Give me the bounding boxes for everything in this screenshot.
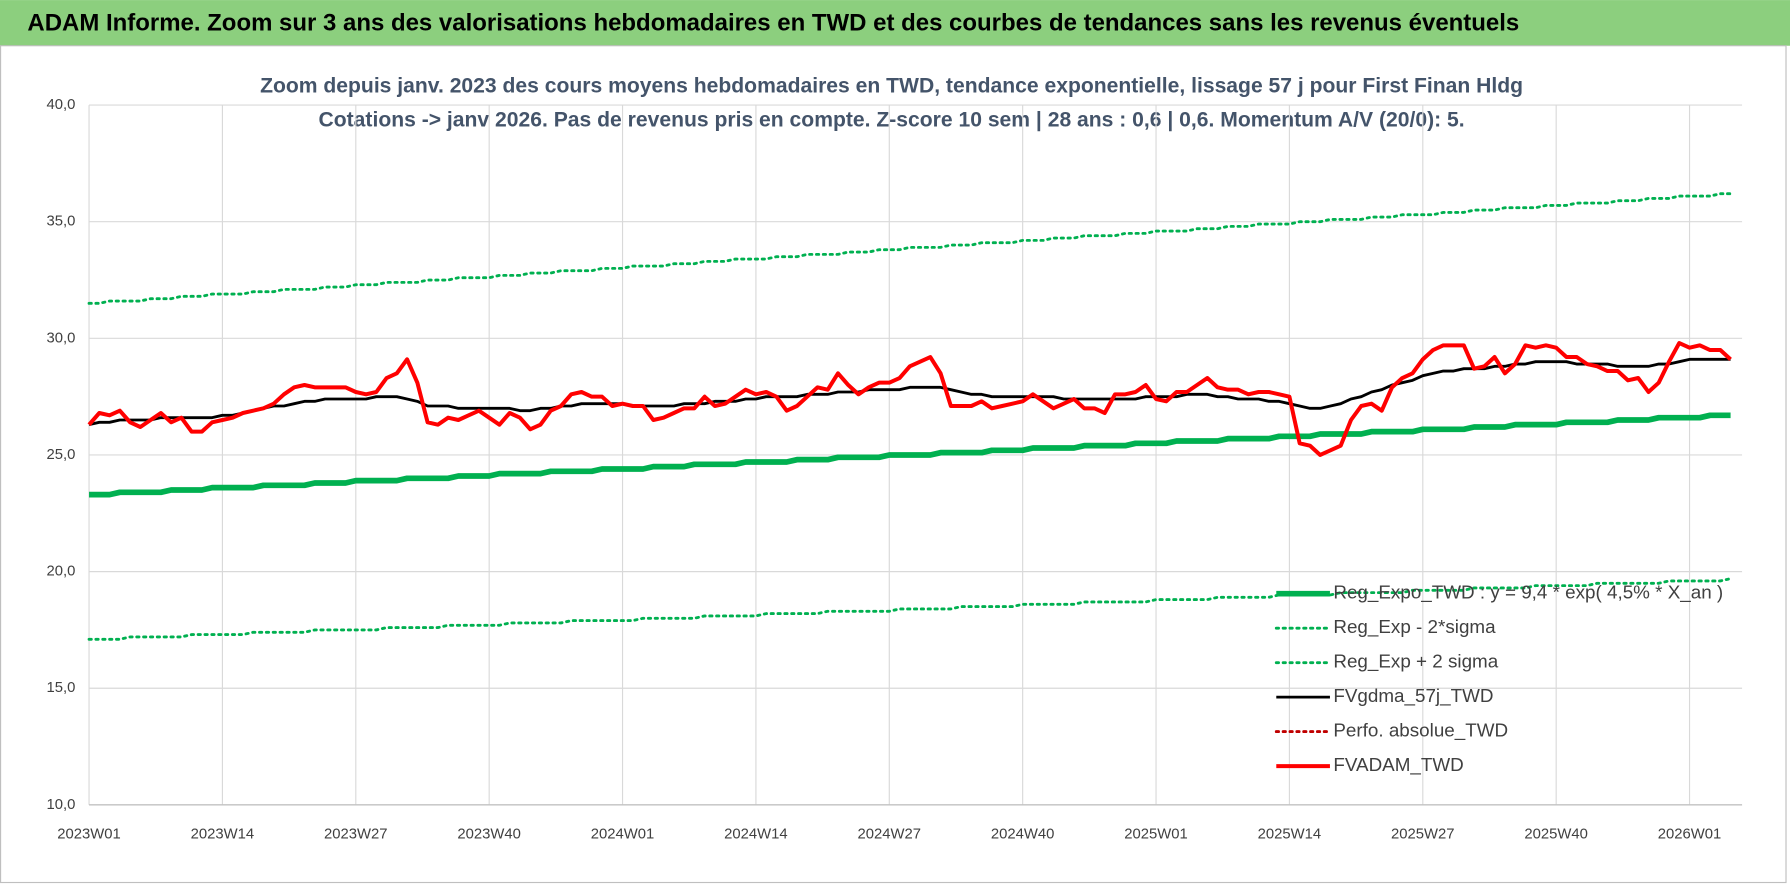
header-bar — [0, 0, 1790, 46]
y-tick-label: 20,0 — [46, 564, 75, 580]
y-tick-label: 30,0 — [46, 330, 75, 346]
chart-subtitle: Cotations -> janv 2026. Pas de revenus p… — [319, 109, 1465, 132]
x-tick-label: 2025W27 — [1391, 826, 1454, 842]
y-tick-label: 35,0 — [46, 214, 75, 230]
series-line — [87, 192, 1733, 305]
x-tick-label: 2025W01 — [1124, 826, 1187, 842]
x-tick-label: 2026W01 — [1658, 826, 1721, 842]
legend-label: FVgdma_57j_TWD — [1333, 685, 1493, 707]
chart-frame — [0, 45, 1787, 884]
x-tick-label: 2023W14 — [191, 826, 254, 842]
legend-label: FVADAM_TWD — [1333, 754, 1463, 776]
x-tick-label: 2025W14 — [1258, 826, 1321, 842]
x-tick-label: 2023W27 — [324, 826, 387, 842]
series-line — [88, 357, 1731, 427]
legend-label: Perfo. absolue_TWD — [1333, 720, 1508, 742]
x-tick-label: 2024W27 — [858, 826, 921, 842]
y-tick-label: 15,0 — [46, 680, 75, 696]
x-tick-label: 2023W01 — [57, 826, 120, 842]
x-tick-label: 2024W14 — [724, 826, 787, 842]
x-tick-label: 2024W40 — [991, 826, 1054, 842]
x-tick-label: 2025W40 — [1524, 826, 1587, 842]
y-tick-label: 40,0 — [46, 97, 75, 113]
x-tick-label: 2023W40 — [457, 826, 520, 842]
legend-label: Reg_Exp - 2*sigma — [1333, 616, 1496, 638]
legend-label: Reg_Expo_TWD : y = 9,4 * exp( 4,5% * X_a… — [1333, 582, 1723, 604]
series-line — [89, 412, 1731, 498]
x-tick-label: 2024W01 — [591, 826, 654, 842]
header-title: ADAM Informe. Zoom sur 3 ans des valoris… — [27, 9, 1519, 36]
y-tick-label: 25,0 — [46, 447, 75, 463]
series-line — [87, 577, 1733, 641]
series-line — [87, 341, 1732, 457]
chart-title: Zoom depuis janv. 2023 des cours moyens … — [260, 74, 1523, 97]
y-tick-label: 10,0 — [46, 797, 75, 813]
legend-label: Reg_Exp + 2 sigma — [1333, 651, 1498, 673]
